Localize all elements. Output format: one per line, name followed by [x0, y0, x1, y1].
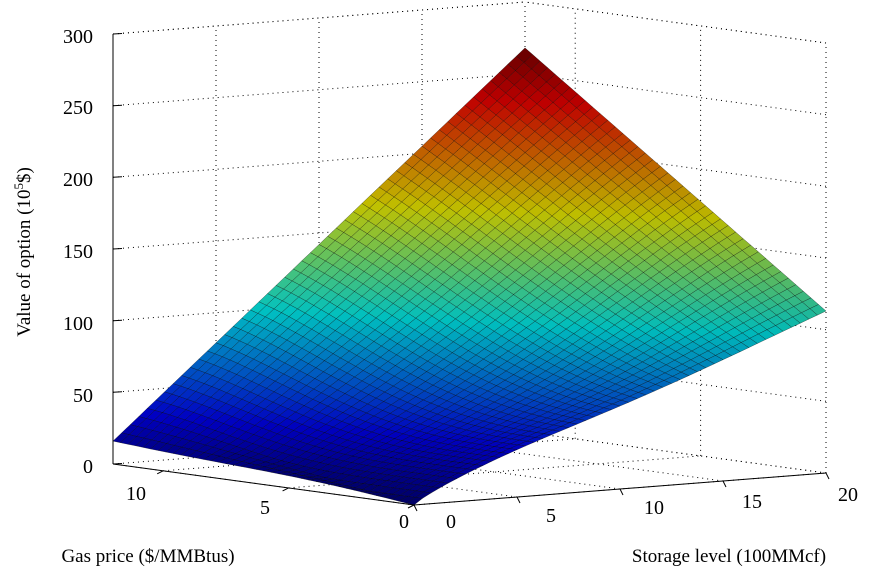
- z-tick-mark: [112, 104, 123, 107]
- surface-patch: [405, 497, 424, 506]
- surface: [112, 47, 827, 506]
- grid-line: [524, 216, 827, 259]
- z-tick-label: 300: [63, 26, 93, 48]
- grid-line: [112, 1, 526, 35]
- grid-line: [421, 439, 724, 482]
- z-axis-label: Value of option (105$): [11, 167, 35, 337]
- z-tick-labels: 0 50 100 150 200 250 300: [63, 26, 93, 478]
- x-tick-label: 5: [546, 505, 556, 527]
- x-tick-label: 10: [644, 497, 664, 519]
- grid-line: [524, 1, 827, 44]
- grid-line: [524, 359, 827, 402]
- z-tick-mark: [112, 176, 123, 178]
- x-tick-mark: [825, 472, 830, 480]
- y-tick-mark: [282, 487, 289, 492]
- z-tick-label: 50: [73, 385, 93, 407]
- x-tick-labels: 0 5 10 15 20: [446, 484, 858, 533]
- z-tick-mark: [112, 463, 123, 465]
- y-tick-label: 0: [399, 511, 409, 533]
- axes: [112, 33, 830, 512]
- x-tick-mark: [413, 504, 418, 512]
- z-tick-mark: [112, 33, 123, 35]
- y-tick-mark: [156, 470, 164, 475]
- grid-line: [318, 447, 621, 490]
- z-tick-label: 0: [83, 456, 93, 478]
- z-tick-label: 250: [63, 97, 93, 119]
- grid-line: [524, 144, 827, 187]
- grid-line: [112, 73, 526, 107]
- y-axis-label: Gas price ($/MMBtus): [61, 546, 234, 567]
- x-tick-mark: [516, 496, 521, 504]
- x-tick-mark: [722, 480, 727, 488]
- x-tick-mark: [619, 488, 624, 496]
- z-tick-mark: [112, 319, 123, 322]
- y-tick-mark: [407, 504, 415, 509]
- y-tick-label: 10: [126, 483, 146, 505]
- grid-line: [112, 1, 526, 35]
- grid-line: [524, 73, 827, 116]
- z-tick-mark: [112, 391, 123, 393]
- x-tick-label: 15: [742, 491, 762, 513]
- z-tick-mark: [112, 248, 123, 250]
- z-tick-label: 200: [63, 169, 93, 191]
- z-tick-label: 150: [63, 241, 93, 263]
- grid-line: [524, 431, 827, 474]
- x-tick-label: 20: [838, 484, 858, 506]
- y-tick-labels: 0 5 10: [126, 483, 409, 533]
- grid-line: [215, 455, 518, 498]
- x-axis-label: Storage level (100MMcf): [632, 546, 826, 567]
- z-tick-label: 100: [63, 313, 93, 335]
- x-tick-label: 0: [446, 511, 456, 533]
- y-tick-label: 5: [260, 497, 270, 519]
